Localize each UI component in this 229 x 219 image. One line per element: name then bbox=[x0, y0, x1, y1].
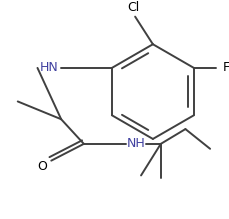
Text: O: O bbox=[37, 160, 47, 173]
Text: Cl: Cl bbox=[126, 1, 139, 14]
Text: F: F bbox=[221, 61, 229, 74]
Text: NH: NH bbox=[126, 137, 145, 150]
Text: HN: HN bbox=[40, 61, 58, 74]
